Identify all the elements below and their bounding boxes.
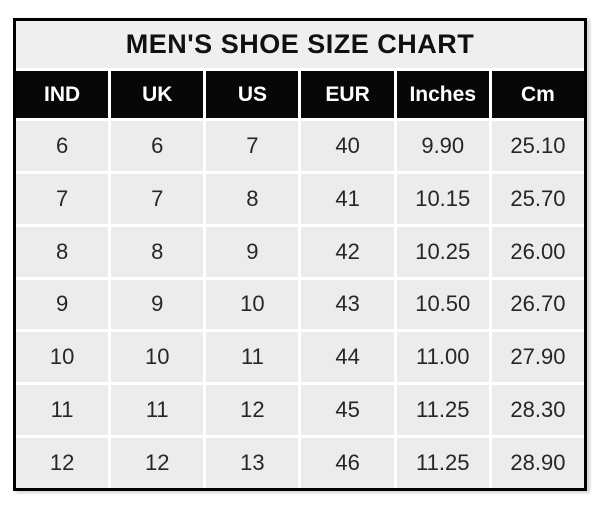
column-header-cm: Cm bbox=[491, 71, 584, 118]
table-cell: 25.70 bbox=[491, 173, 584, 224]
table-cell: 11 bbox=[111, 385, 204, 436]
table-cell: 9.90 bbox=[396, 121, 489, 171]
table-cell: 9 bbox=[206, 226, 299, 277]
column-header-uk: UK bbox=[111, 71, 204, 118]
column-header-inches: Inches bbox=[396, 71, 489, 118]
table-cell: 10.50 bbox=[396, 279, 489, 330]
table-cell: 10.25 bbox=[396, 226, 489, 277]
table-cell: 11.00 bbox=[396, 332, 489, 383]
table-cell: 10 bbox=[16, 332, 109, 383]
table-cell: 11.25 bbox=[396, 438, 489, 488]
table-cell: 40 bbox=[301, 121, 394, 171]
table-cell: 7 bbox=[111, 173, 204, 224]
table-cell: 12 bbox=[16, 438, 109, 488]
table-cell: 12 bbox=[206, 385, 299, 436]
table-cell: 10 bbox=[206, 279, 299, 330]
table-title: MEN'S SHOE SIZE CHART bbox=[16, 21, 584, 68]
table-cell: 8 bbox=[16, 226, 109, 277]
table-cell: 9 bbox=[16, 279, 109, 330]
table-cell: 43 bbox=[301, 279, 394, 330]
table-cell: 8 bbox=[111, 226, 204, 277]
table-cell: 7 bbox=[16, 173, 109, 224]
table-cell: 12 bbox=[111, 438, 204, 488]
table-cell: 6 bbox=[111, 121, 204, 171]
table-cell: 13 bbox=[206, 438, 299, 488]
table-cell: 25.10 bbox=[491, 121, 584, 171]
table-cell: 26.70 bbox=[491, 279, 584, 330]
table-cell: 10 bbox=[111, 332, 204, 383]
table-cell: 7 bbox=[206, 121, 299, 171]
table-cell: 11 bbox=[206, 332, 299, 383]
shoe-size-table: MEN'S SHOE SIZE CHART IND UK US EUR Inch… bbox=[13, 18, 587, 491]
column-header-ind: IND bbox=[16, 71, 109, 118]
table-cell: 26.00 bbox=[491, 226, 584, 277]
table-cell: 28.90 bbox=[491, 438, 584, 488]
table-cell: 45 bbox=[301, 385, 394, 436]
table-cell: 8 bbox=[206, 173, 299, 224]
column-header-us: US bbox=[206, 71, 299, 118]
table-cell: 44 bbox=[301, 332, 394, 383]
table-cell: 9 bbox=[111, 279, 204, 330]
table-cell: 6 bbox=[16, 121, 109, 171]
column-header-eur: EUR bbox=[301, 71, 394, 118]
table-cell: 10.15 bbox=[396, 173, 489, 224]
table-cell: 11.25 bbox=[396, 385, 489, 436]
table-cell: 27.90 bbox=[491, 332, 584, 383]
table-cell: 41 bbox=[301, 173, 394, 224]
table-cell: 46 bbox=[301, 438, 394, 488]
table-cell: 42 bbox=[301, 226, 394, 277]
table-cell: 28.30 bbox=[491, 385, 584, 436]
table-cell: 11 bbox=[16, 385, 109, 436]
